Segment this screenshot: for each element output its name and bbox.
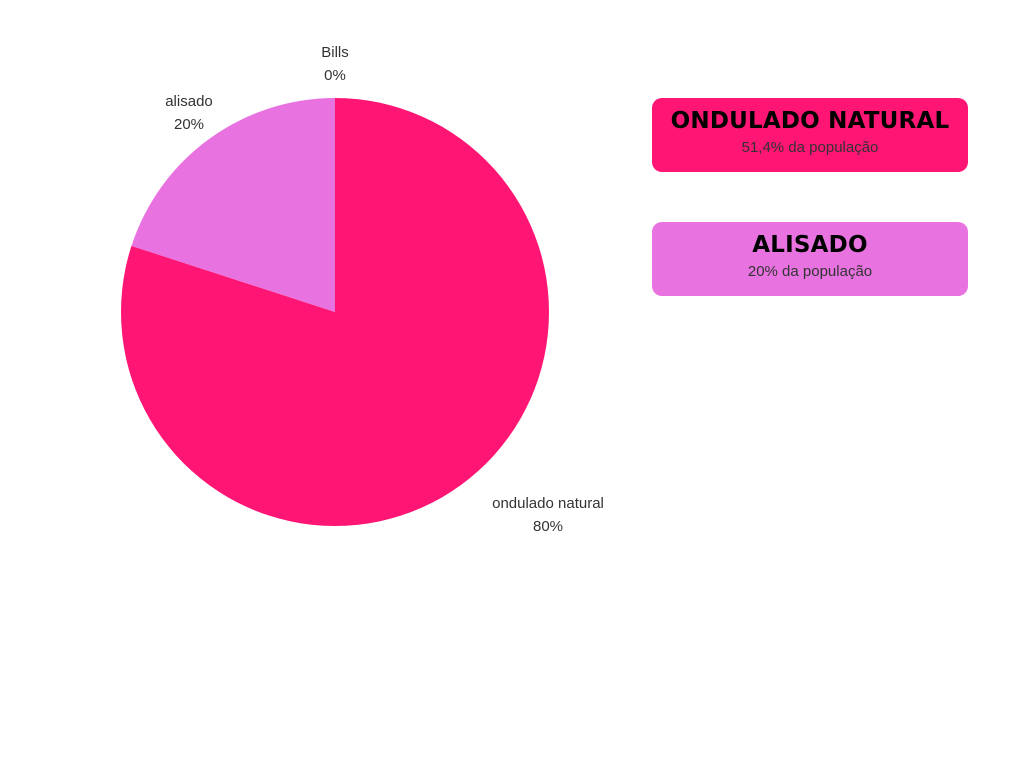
slice-name-label: ondulado natural [492, 495, 604, 512]
pie-slice-alisado [131, 98, 335, 312]
slice-label-alisado: alisado 20% [165, 93, 213, 133]
slice-name-label: Bills [321, 44, 349, 61]
info-card-alisado: ALISADO 20% da população [652, 222, 968, 296]
slice-percent-label: 80% [533, 518, 563, 535]
card-title: ALISADO [752, 232, 868, 258]
slice-label-ondulado-natural: ondulado natural 80% [492, 495, 604, 535]
pie-slices [120, 98, 549, 526]
slice-name-label: alisado [165, 93, 213, 110]
card-subtitle: 20% da população [747, 263, 873, 280]
info-card-ondulado-natural: ONDULADO NATURAL 51,4% da população [652, 98, 968, 172]
slice-label-bills: Bills 0% [321, 44, 349, 84]
slice-percent-label: 0% [324, 67, 346, 84]
card-title: ONDULADO NATURAL [670, 108, 950, 134]
slice-percent-label: 20% [174, 116, 204, 133]
card-subtitle: 51,4% da população [741, 139, 879, 156]
